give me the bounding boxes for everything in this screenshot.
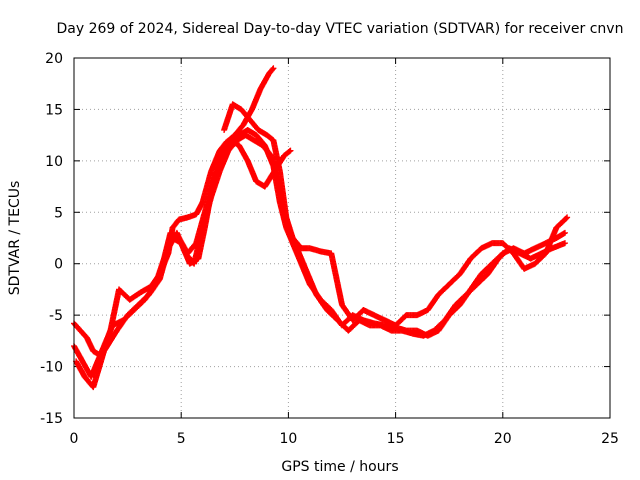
x-tick-labels: 0 5 10 15 20 25: [70, 431, 619, 447]
x-tick-label: 5: [177, 431, 186, 447]
data-point-marker: [286, 148, 293, 155]
data-point-marker: [562, 229, 568, 236]
data-point-marker: [563, 215, 570, 222]
y-tick-labels: 20 15 10 5 0 -5 -10 -15: [40, 51, 63, 427]
x-tick-label: 10: [279, 431, 297, 447]
series-track-d: [169, 137, 294, 267]
y-tick-label: 20: [45, 51, 63, 67]
y-tick-label: 15: [45, 102, 63, 118]
data-point-marker: [269, 66, 276, 73]
x-tick-label: 25: [601, 431, 619, 447]
y-axis-label: SDTVAR / TECUs: [7, 181, 23, 296]
x-axis-label: GPS time / hours: [281, 459, 398, 475]
x-tick-label: 15: [387, 431, 405, 447]
data-point-marker: [564, 214, 571, 221]
series-track-e: [221, 101, 571, 329]
data-point-marker: [270, 65, 277, 72]
y-tick-label: 0: [54, 257, 63, 273]
data-points: [71, 65, 571, 391]
data-point-marker: [287, 147, 294, 154]
y-tick-label: -5: [49, 308, 63, 324]
y-tick-label: -10: [40, 360, 63, 376]
data-point-marker: [562, 240, 568, 247]
series-track-c: [73, 132, 568, 391]
chart-title: Day 269 of 2024, Sidereal Day-to-day VTE…: [57, 21, 624, 37]
y-tick-label: 10: [45, 154, 63, 170]
grid-lines: [74, 58, 610, 418]
y-tick-label: 5: [54, 205, 63, 221]
axis-ticks: [73, 57, 611, 419]
plot-frame: [73, 57, 611, 419]
y-tick-label: -15: [40, 411, 63, 427]
x-tick-label: 20: [494, 431, 512, 447]
series-track-a: [71, 65, 277, 360]
x-tick-label: 0: [70, 431, 79, 447]
